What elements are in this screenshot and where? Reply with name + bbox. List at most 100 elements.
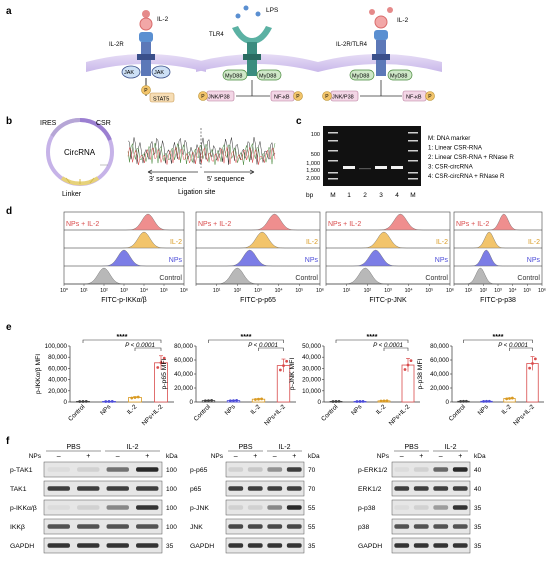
receptor-tlr4 — [198, 5, 303, 102]
panel-label-d: d — [6, 206, 12, 217]
blot-band — [106, 524, 129, 529]
x-tick-label: Control — [320, 403, 339, 422]
blot-band — [433, 543, 449, 548]
data-point — [482, 399, 486, 403]
ladder-band — [408, 160, 418, 162]
y-tick-label: 0 — [446, 399, 450, 406]
data-point — [162, 356, 166, 360]
blot-strip — [391, 461, 471, 478]
histogram-2 — [454, 249, 542, 267]
protein-label: p65 — [190, 486, 202, 493]
blot-band — [413, 467, 429, 472]
p-value-label: P < 0.0001 — [125, 342, 155, 349]
x-tick-label: Control — [67, 403, 86, 422]
histogram-1 — [196, 231, 320, 249]
x-tick-label: NPs+IL-2 — [263, 403, 287, 427]
blot-band — [394, 524, 410, 529]
mw-label: 100 — [166, 524, 177, 531]
blot-band — [286, 467, 302, 472]
il2-ligand-sphere — [139, 17, 153, 31]
data-point — [285, 359, 289, 363]
y-tick-label: 40,000 — [430, 371, 449, 378]
jnk-p38-label: JNK/P38 — [208, 95, 230, 101]
phospho-label-1: P — [144, 88, 148, 94]
y-tick-label: 80,000 — [48, 354, 67, 361]
blot-band — [47, 467, 70, 472]
blot-band — [394, 467, 410, 472]
bar-chart-3: 0 10,000 20,000 30,000 40,000 50,000 p-JNK MFI… — [289, 334, 420, 427]
blot-strip — [391, 499, 471, 516]
group-label: Control — [517, 275, 540, 282]
x-tick-label: NPs — [224, 403, 237, 416]
ladder-label: 500 — [311, 152, 320, 158]
blot-band — [77, 467, 100, 472]
data-point — [403, 368, 407, 371]
phospho-p-right — [293, 91, 303, 101]
ladder-band — [408, 178, 418, 180]
treatment-sign: – — [234, 453, 238, 460]
treatment-sign: – — [116, 453, 120, 460]
blot-band — [452, 467, 468, 472]
nfkb-label-3: NF-κB — [406, 95, 422, 101]
data-point — [510, 396, 514, 400]
protein-label: p-p65 — [190, 467, 208, 474]
histogram-2 — [196, 249, 320, 267]
y-tick-label: 80,000 — [174, 343, 193, 350]
tick-label: 10³ — [494, 288, 502, 294]
gel-legend-item: 4: CSR-circRNA + RNase R — [428, 173, 505, 180]
western-blot-2: PBS IL-2 NPs – + – + kDa p-p65 70 p65 70 p-JNK 55 JNK 5… — [190, 444, 320, 554]
blot-band — [136, 524, 159, 529]
ligand-label-3: IL-2 — [397, 17, 409, 24]
jak-right — [151, 65, 171, 79]
western-blot-3: PBS IL-2 NPs – + – + kDa p-ERK1/2 40 ERK1/2 40 p-p38… — [358, 444, 486, 554]
phospho-p-left-3 — [322, 91, 332, 101]
ladder-label: 2,000 — [306, 176, 320, 182]
ligation-site-label: Ligation site — [178, 189, 215, 196]
gel-legend-item: M: DNA marker — [428, 135, 470, 142]
blot-strip — [225, 499, 305, 516]
ladder-band — [408, 132, 418, 134]
blot-strip — [391, 518, 471, 535]
lane-label: 2 — [363, 192, 367, 199]
group-label: NPs — [305, 257, 319, 264]
ladder-band — [328, 132, 338, 134]
myd88-right-3 — [387, 69, 413, 81]
data-point — [84, 399, 88, 403]
significance-stars: **** — [241, 334, 252, 341]
x-tick-label: NPs — [99, 403, 112, 416]
blot-strip — [225, 480, 305, 497]
tick-label: 10⁴ — [275, 288, 283, 294]
stat5-box — [149, 92, 175, 103]
mw-label: 100 — [166, 505, 177, 512]
x-tick-label: IL-2 — [126, 403, 139, 416]
panel-label-c: c — [296, 116, 302, 127]
myd88-left — [222, 69, 248, 81]
mw-label: 35 — [166, 543, 174, 550]
protein-label: JNK — [190, 524, 203, 531]
bar-chart-4: 0 20,000 40,000 60,000 80,000 p-p38 MFI Contro… — [417, 334, 544, 427]
myd88-label-right-3: MyD88 — [390, 74, 407, 80]
significance-stars: **** — [117, 334, 128, 341]
lane-label: 3 — [379, 192, 383, 199]
tick-label: 10⁶ — [446, 288, 454, 294]
tick-label: 10⁵ — [523, 288, 531, 294]
mw-label: 35 — [474, 543, 482, 550]
data-point — [361, 399, 365, 403]
blot-band — [433, 486, 449, 491]
myd88-left-3 — [349, 69, 375, 81]
bar-chart-2: 0 20,000 40,000 60,000 80,000 p-p65 MFI Contro… — [161, 334, 296, 427]
p-value-label: P < 0.0001 — [373, 342, 403, 349]
receptor-label-3: IL-2R/TLR4 — [336, 42, 368, 48]
histogram-2 — [64, 249, 184, 267]
tick-label: 10⁵ — [425, 288, 433, 294]
blot-band — [247, 467, 263, 472]
protein-label: GAPDH — [358, 543, 382, 550]
treatment-sign: – — [400, 453, 404, 460]
flow-xlabel: FITC-p-JNK — [369, 297, 407, 304]
tick-label: 10² — [234, 288, 242, 294]
myd88-label-left: MyD88 — [225, 74, 242, 80]
group-label: IL-2 — [436, 239, 448, 246]
ladder-label: 1,500 — [306, 168, 320, 174]
blot-band — [413, 486, 429, 491]
protein-label: p38 — [358, 524, 370, 531]
